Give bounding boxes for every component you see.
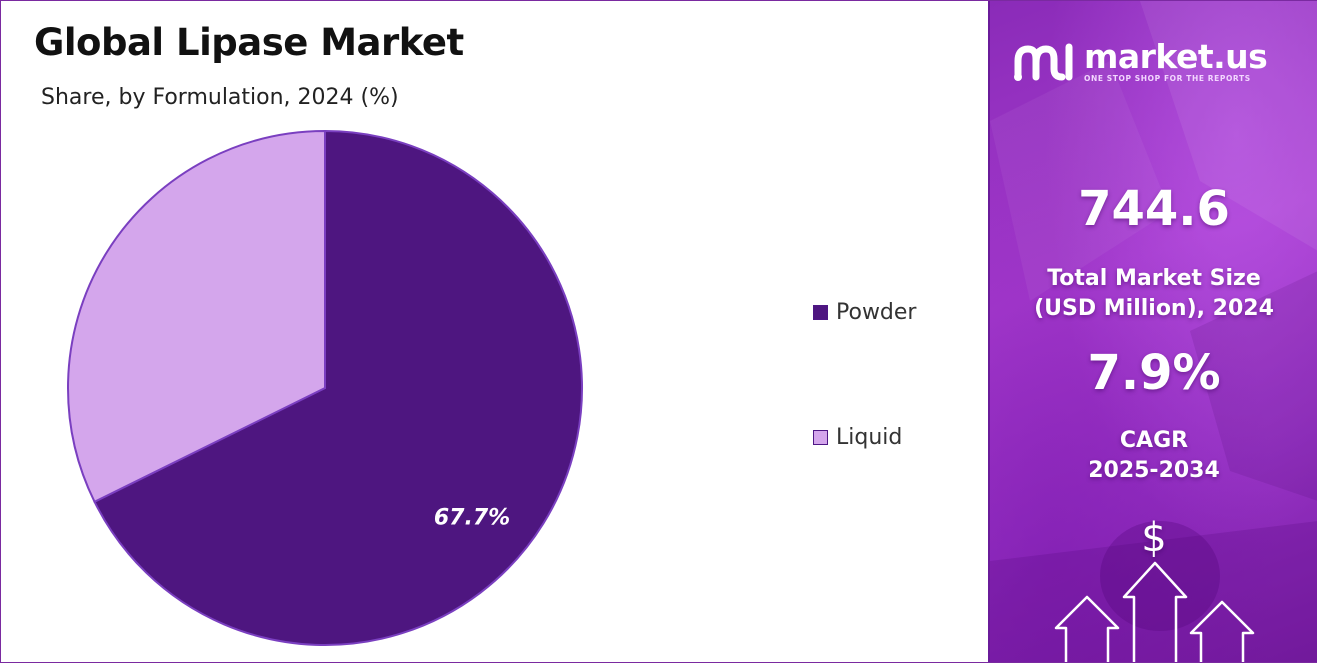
cagr-label-line2: 2025-2034 <box>1088 458 1220 483</box>
legend-item-powder: Powder <box>813 297 916 327</box>
legend: Powder Liquid <box>813 297 916 547</box>
up-arrow-icon <box>1054 595 1120 662</box>
dollar-sign-icon: $ <box>1141 515 1167 561</box>
legend-swatch-liquid <box>813 429 828 445</box>
cagr-label-line1: CAGR <box>1119 428 1189 453</box>
up-arrow-icon <box>1189 600 1255 662</box>
brand-tagline: ONE STOP SHOP FOR THE REPORTS <box>1084 73 1251 83</box>
market-us-logo: market.us ONE STOP SHOP FOR THE REPORTS <box>1012 36 1268 83</box>
market-size-label-line2: (USD Million), 2024 <box>1034 296 1274 321</box>
growth-arrows <box>1054 561 1255 662</box>
pie-chart: 67.7% <box>67 129 583 646</box>
legend-label-powder: Powder <box>836 299 917 325</box>
background-decoration <box>990 1 1317 662</box>
market-size-value: 744.6 <box>1078 181 1230 237</box>
brand-name: market.us <box>1084 36 1268 76</box>
pie-slice-liquid <box>67 129 326 504</box>
cagr-value: 7.9% <box>1087 345 1221 401</box>
chart-panel: Global Lipase Market Share, by Formulati… <box>1 1 987 662</box>
chart-subtitle: Share, by Formulation, 2024 (%) <box>41 85 399 110</box>
data-label-powder: 67.7% <box>434 505 510 530</box>
legend-swatch-powder <box>813 304 828 320</box>
legend-label-liquid: Liquid <box>836 424 903 450</box>
legend-item-liquid: Liquid <box>813 422 916 452</box>
market-size-label-line1: Total Market Size <box>1047 266 1261 291</box>
stats-sidebar: market.us ONE STOP SHOP FOR THE REPORTS … <box>988 1 1317 662</box>
up-arrow-icon <box>1122 561 1188 662</box>
chart-title: Global Lipase Market <box>34 21 464 64</box>
market-us-logo-icon <box>1014 43 1073 81</box>
pie-slice-powder <box>93 129 583 646</box>
